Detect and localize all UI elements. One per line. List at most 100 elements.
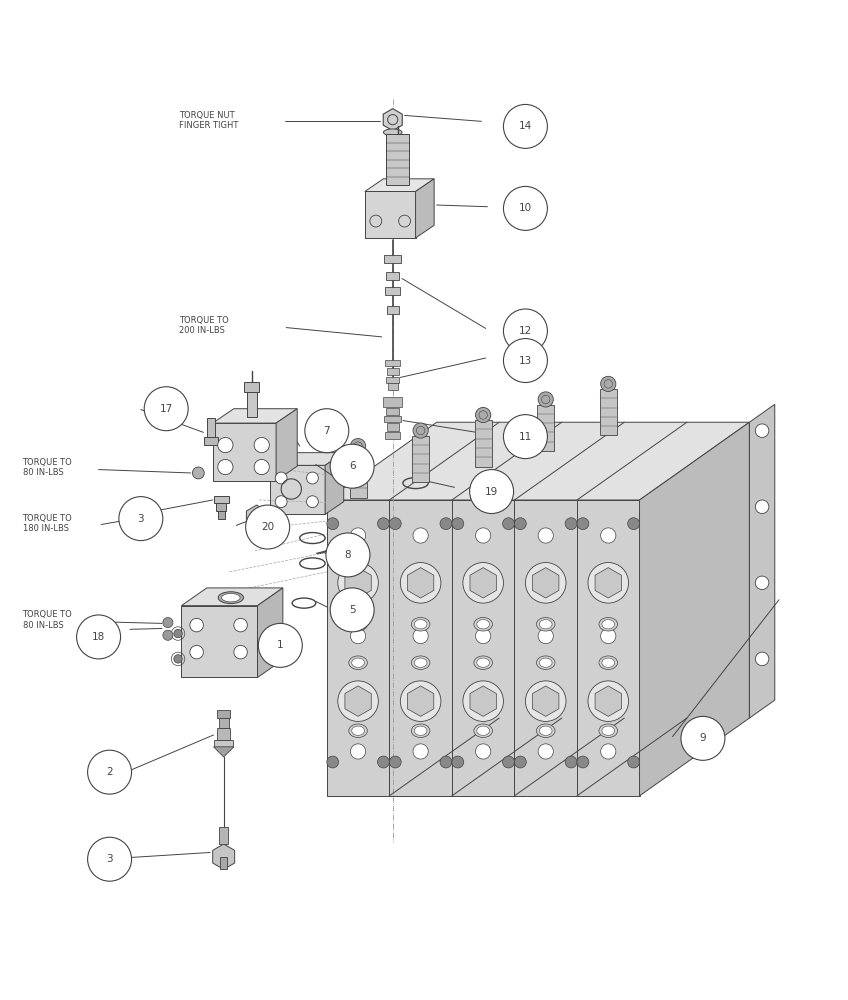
Polygon shape xyxy=(533,568,559,598)
Text: 2: 2 xyxy=(106,767,113,777)
Polygon shape xyxy=(383,109,402,131)
Circle shape xyxy=(538,628,553,644)
Circle shape xyxy=(756,424,769,437)
Text: 6: 6 xyxy=(349,461,355,471)
Circle shape xyxy=(452,756,464,768)
Ellipse shape xyxy=(602,620,615,629)
Circle shape xyxy=(190,645,204,659)
Circle shape xyxy=(326,756,338,768)
Circle shape xyxy=(526,681,566,721)
Circle shape xyxy=(306,472,318,484)
FancyBboxPatch shape xyxy=(384,255,401,263)
Circle shape xyxy=(246,505,290,549)
Circle shape xyxy=(588,563,628,603)
Text: 8: 8 xyxy=(344,550,351,560)
Polygon shape xyxy=(181,606,258,677)
Text: 180 IN-LBS: 180 IN-LBS xyxy=(23,524,69,533)
Polygon shape xyxy=(326,500,639,796)
Circle shape xyxy=(87,750,131,794)
Circle shape xyxy=(306,496,318,508)
FancyBboxPatch shape xyxy=(386,377,399,383)
FancyBboxPatch shape xyxy=(349,451,366,498)
Polygon shape xyxy=(345,568,371,598)
Circle shape xyxy=(190,618,204,632)
Text: TORQUE TO: TORQUE TO xyxy=(179,316,229,325)
Circle shape xyxy=(681,716,725,760)
Text: 1: 1 xyxy=(277,640,283,650)
Polygon shape xyxy=(470,568,496,598)
Circle shape xyxy=(463,563,504,603)
Ellipse shape xyxy=(477,620,489,629)
Ellipse shape xyxy=(599,656,617,669)
Circle shape xyxy=(174,655,182,663)
Circle shape xyxy=(515,756,527,768)
Circle shape xyxy=(440,518,452,530)
Ellipse shape xyxy=(599,617,617,631)
FancyBboxPatch shape xyxy=(384,416,401,422)
Polygon shape xyxy=(181,588,283,606)
Text: 13: 13 xyxy=(519,356,532,366)
Ellipse shape xyxy=(537,656,555,669)
FancyBboxPatch shape xyxy=(387,423,399,431)
Circle shape xyxy=(254,459,270,475)
Ellipse shape xyxy=(221,593,240,602)
Ellipse shape xyxy=(411,724,430,738)
Text: TORQUE TO: TORQUE TO xyxy=(23,458,72,467)
Circle shape xyxy=(350,744,365,759)
Circle shape xyxy=(119,497,163,541)
FancyBboxPatch shape xyxy=(220,827,228,844)
FancyBboxPatch shape xyxy=(388,383,398,390)
Ellipse shape xyxy=(349,724,367,738)
Circle shape xyxy=(413,628,428,644)
Ellipse shape xyxy=(539,658,552,667)
Ellipse shape xyxy=(539,620,552,629)
Circle shape xyxy=(515,518,527,530)
Circle shape xyxy=(628,518,639,530)
Circle shape xyxy=(350,439,365,454)
Text: 17: 17 xyxy=(159,404,173,414)
Circle shape xyxy=(504,104,548,148)
Ellipse shape xyxy=(474,724,493,738)
Circle shape xyxy=(504,415,548,459)
Circle shape xyxy=(76,615,120,659)
Text: 19: 19 xyxy=(485,487,499,497)
Ellipse shape xyxy=(602,658,615,667)
Circle shape xyxy=(330,588,374,632)
Polygon shape xyxy=(345,686,371,716)
Ellipse shape xyxy=(537,617,555,631)
Ellipse shape xyxy=(411,656,430,669)
Text: 80 IN-LBS: 80 IN-LBS xyxy=(23,621,64,630)
Circle shape xyxy=(338,563,378,603)
FancyBboxPatch shape xyxy=(247,392,257,417)
FancyBboxPatch shape xyxy=(387,306,399,314)
Ellipse shape xyxy=(411,617,430,631)
FancyBboxPatch shape xyxy=(253,517,261,538)
FancyBboxPatch shape xyxy=(244,382,259,392)
Circle shape xyxy=(756,500,769,514)
Polygon shape xyxy=(407,568,434,598)
Polygon shape xyxy=(213,409,297,423)
FancyBboxPatch shape xyxy=(204,437,218,445)
Circle shape xyxy=(192,467,204,479)
Text: 18: 18 xyxy=(92,632,105,642)
FancyBboxPatch shape xyxy=(386,134,410,185)
Ellipse shape xyxy=(352,658,365,667)
Circle shape xyxy=(326,533,370,577)
Polygon shape xyxy=(470,686,496,716)
Text: 11: 11 xyxy=(519,432,532,442)
Circle shape xyxy=(389,518,401,530)
FancyBboxPatch shape xyxy=(385,287,400,295)
Ellipse shape xyxy=(537,724,555,738)
FancyBboxPatch shape xyxy=(383,397,402,407)
Polygon shape xyxy=(750,404,775,718)
Ellipse shape xyxy=(599,724,617,738)
FancyBboxPatch shape xyxy=(412,436,429,482)
Polygon shape xyxy=(247,505,267,529)
Text: 7: 7 xyxy=(323,426,330,436)
Circle shape xyxy=(504,186,548,230)
Polygon shape xyxy=(595,568,622,598)
FancyBboxPatch shape xyxy=(217,710,231,718)
Ellipse shape xyxy=(474,617,493,631)
Polygon shape xyxy=(407,686,434,716)
Circle shape xyxy=(600,744,616,759)
